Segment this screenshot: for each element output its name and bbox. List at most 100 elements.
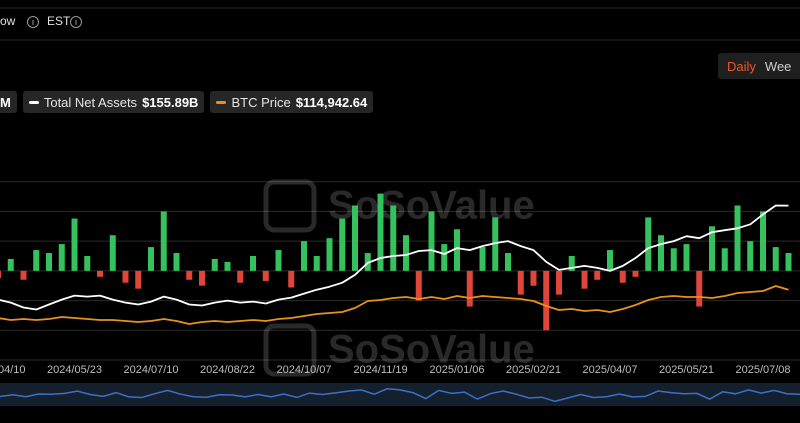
bar (301, 241, 307, 271)
bar (607, 250, 613, 271)
period-button[interactable]: Daily (727, 58, 756, 74)
bar (237, 270, 244, 283)
x-tick-label: 2025/05/21 (659, 364, 714, 376)
legend-name: Total Net Assets (43, 94, 138, 110)
legend: M Total Net Assets $155.89B BTC Price $114,9… (0, 91, 374, 113)
bar (505, 253, 511, 271)
bar (683, 244, 690, 271)
bar (785, 253, 792, 271)
bar (377, 193, 384, 271)
bar (581, 270, 588, 289)
bar (645, 217, 652, 271)
legend-item[interactable]: Total Net Assets $155.89B (22, 91, 205, 113)
bar (556, 270, 562, 295)
x-tick-label: 2025/02/21 (506, 364, 561, 376)
period-switch: Daily Wee (718, 53, 800, 79)
bar (492, 217, 499, 271)
legend-item[interactable]: M (0, 91, 17, 113)
legend-value: M (0, 94, 11, 110)
bar (760, 211, 766, 271)
bar (275, 250, 282, 271)
watermark-text: SoSoValue (328, 328, 535, 372)
period-button[interactable]: Wee (764, 58, 792, 74)
x-tick-label: 2024/11/19 (353, 364, 407, 376)
watermark-logo (263, 179, 317, 233)
bar (186, 270, 193, 280)
bar (288, 270, 295, 288)
bar (326, 238, 333, 271)
bar (466, 270, 473, 307)
bar (33, 250, 40, 271)
bar (734, 205, 741, 271)
bar (135, 270, 142, 289)
line (0, 204, 789, 311)
bar (250, 256, 256, 271)
bar (199, 270, 205, 286)
bar (0, 270, 1, 278)
bar (84, 256, 91, 271)
x-tick-label: 2025/07/08 (735, 364, 790, 376)
navigator-line (0, 388, 800, 403)
bar (721, 248, 728, 271)
navigator[interactable] (0, 383, 800, 406)
bar (696, 270, 703, 307)
x-tick-label: 2024/08/22 (200, 364, 255, 376)
bar (594, 270, 601, 280)
grid (0, 181, 800, 361)
x-tick-label: 2025/01/06 (429, 364, 484, 376)
bar (772, 247, 779, 271)
bar (568, 256, 575, 271)
x-tick-label: 2024/05/23 (47, 364, 102, 376)
bar (313, 256, 320, 271)
legend-value: $155.89B (142, 94, 199, 110)
bar (403, 235, 409, 271)
timezone-label: EST (47, 14, 71, 28)
watermark: SoSoValue SoSoValue (263, 179, 535, 377)
bar (619, 270, 626, 283)
info-icon[interactable] (27, 16, 39, 28)
x-tick-label: 2024/07/10 (123, 364, 178, 376)
bar (658, 235, 664, 271)
bar (747, 241, 754, 271)
x-tick-label: 2024/04/10 (0, 364, 26, 376)
bar (428, 211, 435, 271)
bar (415, 270, 422, 301)
bar (479, 247, 486, 271)
bar (173, 253, 180, 271)
legend-value: $114,942.64 (295, 94, 368, 110)
bar (160, 211, 167, 271)
bar (709, 226, 715, 271)
bar (364, 253, 371, 271)
bar (122, 270, 129, 283)
bar (441, 244, 448, 271)
bar (20, 270, 27, 280)
x-tick-label: 2025/04/07 (582, 364, 637, 376)
bar (390, 205, 397, 271)
x-tick-label: 2024/10/07 (276, 364, 331, 376)
bar (339, 218, 346, 271)
bar (517, 270, 524, 295)
info-icon[interactable] (70, 16, 82, 28)
bar (262, 270, 269, 281)
bar (97, 270, 103, 277)
bar (211, 258, 218, 271)
bar (352, 205, 358, 271)
header-label: ow (0, 14, 16, 28)
legend-swatch (216, 100, 227, 104)
bar (543, 270, 550, 331)
bar (7, 258, 14, 271)
bar (632, 270, 639, 277)
bar (71, 218, 78, 271)
bar (46, 253, 52, 271)
bar (454, 229, 460, 271)
bar (670, 248, 677, 271)
bar (530, 270, 537, 286)
legend-swatch (28, 100, 39, 104)
watermark-logo (263, 323, 317, 377)
legend-item[interactable]: BTC Price $114,942.64 (210, 91, 374, 113)
bar (224, 261, 231, 271)
bar (148, 247, 154, 271)
bar (58, 244, 65, 271)
line (0, 285, 789, 325)
